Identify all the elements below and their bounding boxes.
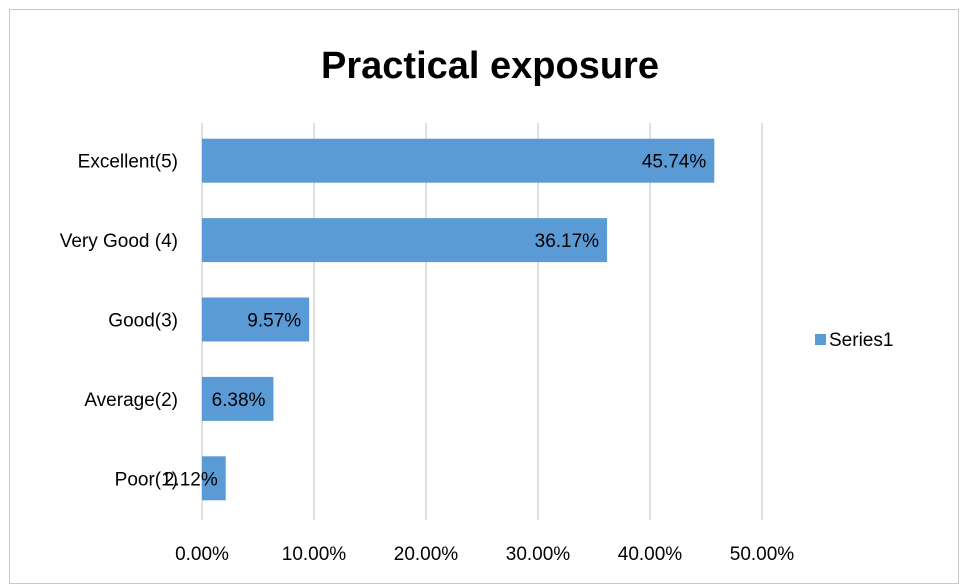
category-label: Average(2): [84, 390, 178, 411]
bar: [202, 218, 608, 263]
category-label: Excellent(5): [78, 152, 178, 173]
data-labels: 45.74% 36.17% 9.57% 6.38% 2.12%: [164, 152, 707, 491]
x-tick-label: 50.00%: [730, 544, 795, 565]
bars: [202, 138, 715, 501]
data-label: 9.57%: [247, 311, 301, 332]
bar: [202, 138, 715, 183]
data-label: 36.17%: [535, 231, 600, 252]
chart-title: Practical exposure: [321, 45, 659, 87]
category-label: Good(3): [108, 311, 178, 332]
legend-label: Series1: [829, 330, 893, 351]
x-tick-label: 10.00%: [282, 544, 347, 565]
category-label: Poor(1): [115, 469, 178, 490]
bar: [202, 456, 226, 501]
x-tick-label: 40.00%: [618, 544, 683, 565]
bar: [202, 297, 310, 342]
category-label: Very Good (4): [60, 231, 178, 252]
data-label: 2.12%: [164, 469, 218, 490]
data-label: 45.74%: [642, 152, 707, 173]
category-labels: Excellent(5) Very Good (4) Good(3) Average(…: [60, 152, 178, 491]
x-tick-label: 30.00%: [506, 544, 571, 565]
x-tick-label: 20.00%: [394, 544, 459, 565]
data-label: 6.38%: [212, 390, 266, 411]
legend: Series1: [815, 330, 893, 351]
x-tick-labels: 0.00% 10.00% 20.00% 30.00% 40.00% 50.00%: [175, 544, 794, 565]
gridlines: [201, 123, 763, 520]
x-tick-label: 0.00%: [175, 544, 229, 565]
bar: [202, 376, 274, 421]
legend-swatch: [815, 334, 826, 345]
chart-frame: [9, 9, 959, 584]
